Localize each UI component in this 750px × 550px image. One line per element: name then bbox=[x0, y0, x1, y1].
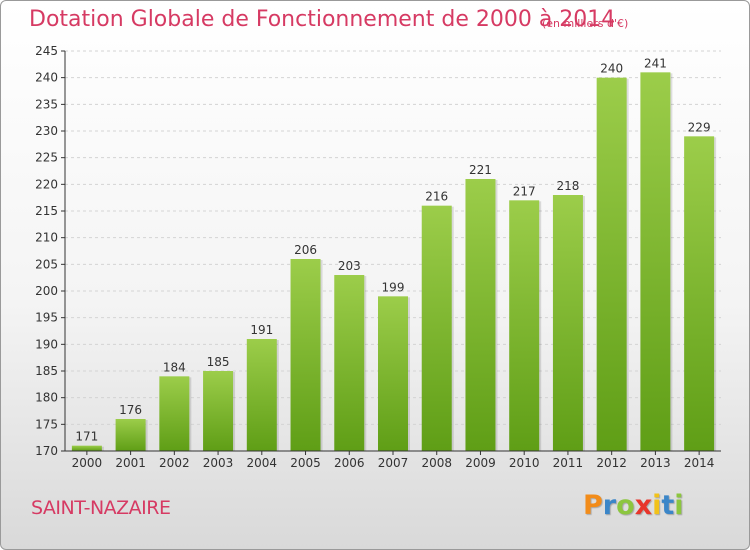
bar bbox=[246, 339, 277, 451]
x-tick-label: 2014 bbox=[684, 456, 715, 470]
y-tick-label: 245 bbox=[35, 44, 58, 58]
y-tick-label: 225 bbox=[35, 151, 58, 165]
x-axis-ticks: 2000 2001 2002 2003 2004 2005 2006 2007 2008 2009… bbox=[72, 451, 715, 470]
commune-name: SAINT-NAZAIRE bbox=[31, 497, 171, 519]
x-tick-label: 2005 bbox=[290, 456, 321, 470]
chart-subtitle: (en milliers d'€) bbox=[542, 17, 629, 30]
bar bbox=[509, 200, 540, 451]
bars bbox=[71, 72, 717, 452]
y-tick-label: 220 bbox=[35, 177, 58, 191]
y-tick-label: 230 bbox=[35, 124, 58, 138]
y-tick-label: 215 bbox=[35, 204, 58, 218]
data-label: 229 bbox=[688, 120, 711, 134]
data-label: 199 bbox=[382, 280, 405, 294]
bar bbox=[465, 179, 496, 451]
y-axis-ticks: 170 175 180 185 190 195 200 205 210 215 220 225 230 2… bbox=[35, 44, 65, 458]
logo-letter: r bbox=[602, 490, 617, 521]
data-label: 171 bbox=[75, 430, 98, 444]
data-labels: 171 176 184 185 191 206 203 199 216 221 217 218 240 2… bbox=[75, 56, 710, 443]
bar bbox=[115, 419, 146, 451]
x-tick-label: 2011 bbox=[553, 456, 584, 470]
data-label: 218 bbox=[556, 179, 579, 193]
bar bbox=[290, 259, 321, 451]
logo-letter: t bbox=[661, 490, 675, 521]
proxiti-logo: Proxiti bbox=[583, 490, 684, 521]
data-label: 203 bbox=[338, 259, 361, 273]
x-tick-label: 2001 bbox=[115, 456, 146, 470]
logo-letter: x bbox=[634, 490, 653, 521]
y-tick-label: 185 bbox=[35, 364, 58, 378]
data-label: 184 bbox=[163, 360, 186, 374]
logo-letter: P bbox=[583, 490, 603, 521]
data-label: 216 bbox=[425, 190, 448, 204]
x-tick-label: 2010 bbox=[509, 456, 540, 470]
y-tick-label: 200 bbox=[35, 284, 58, 298]
bar bbox=[640, 72, 671, 451]
x-tick-label: 2007 bbox=[378, 456, 409, 470]
data-label: 241 bbox=[644, 56, 667, 70]
y-tick-label: 210 bbox=[35, 231, 58, 245]
logo-letter: i bbox=[674, 490, 684, 521]
bar bbox=[378, 296, 408, 451]
y-tick-label: 170 bbox=[35, 444, 58, 458]
data-label: 185 bbox=[207, 355, 230, 369]
bar bbox=[203, 371, 234, 451]
y-tick-label: 175 bbox=[35, 417, 58, 431]
bar bbox=[159, 376, 190, 451]
y-tick-label: 235 bbox=[35, 97, 58, 111]
y-tick-label: 205 bbox=[35, 257, 58, 271]
bar bbox=[421, 205, 452, 451]
bar bbox=[552, 195, 583, 451]
data-label: 217 bbox=[513, 184, 536, 198]
x-tick-label: 2006 bbox=[334, 456, 365, 470]
data-label: 240 bbox=[600, 62, 623, 76]
x-tick-label: 2004 bbox=[247, 456, 278, 470]
bar bbox=[684, 136, 715, 452]
bar bbox=[71, 445, 102, 451]
x-tick-label: 2002 bbox=[159, 456, 190, 470]
data-label: 191 bbox=[250, 323, 273, 337]
y-tick-label: 180 bbox=[35, 391, 58, 405]
x-tick-label: 2009 bbox=[465, 456, 496, 470]
bar bbox=[334, 275, 365, 451]
logo-letter: i bbox=[652, 490, 662, 521]
y-tick-label: 195 bbox=[35, 311, 58, 325]
data-label: 206 bbox=[294, 243, 317, 257]
y-tick-label: 240 bbox=[35, 71, 58, 85]
x-tick-label: 2003 bbox=[203, 456, 234, 470]
chart-title: Dotation Globale de Fonctionnement de 20… bbox=[29, 7, 616, 32]
x-tick-label: 2008 bbox=[421, 456, 452, 470]
x-tick-label: 2013 bbox=[640, 456, 671, 470]
y-tick-label: 190 bbox=[35, 337, 58, 351]
bar bbox=[596, 77, 627, 452]
logo-letter: o bbox=[616, 490, 635, 521]
x-tick-label: 2000 bbox=[72, 456, 103, 470]
data-label: 221 bbox=[469, 163, 492, 177]
data-label: 176 bbox=[119, 403, 142, 417]
x-tick-label: 2012 bbox=[596, 456, 627, 470]
